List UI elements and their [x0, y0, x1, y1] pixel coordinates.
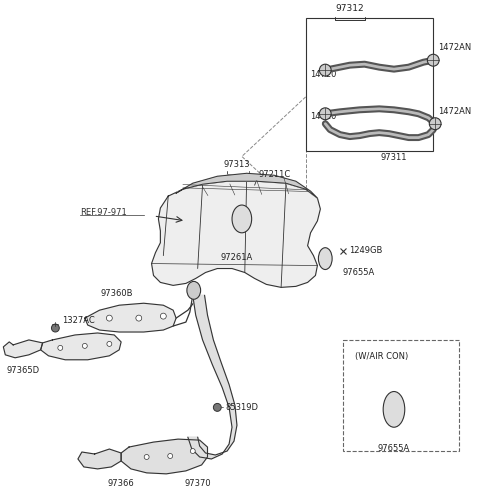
Text: 97313: 97313 — [224, 160, 250, 169]
Polygon shape — [78, 449, 121, 469]
Ellipse shape — [319, 108, 331, 120]
Text: 97312: 97312 — [336, 4, 364, 13]
Text: 14720: 14720 — [311, 112, 337, 121]
Ellipse shape — [214, 403, 221, 411]
Text: 1472AN: 1472AN — [438, 43, 471, 52]
Polygon shape — [85, 303, 176, 332]
Text: 1249GB: 1249GB — [349, 246, 382, 255]
Ellipse shape — [58, 345, 63, 350]
Ellipse shape — [429, 118, 441, 130]
Text: 97655A: 97655A — [343, 268, 375, 277]
Ellipse shape — [136, 315, 142, 321]
Polygon shape — [152, 181, 320, 287]
Polygon shape — [3, 340, 43, 358]
Polygon shape — [41, 333, 121, 360]
Ellipse shape — [51, 324, 60, 332]
Ellipse shape — [187, 281, 201, 299]
Text: 85319D: 85319D — [225, 403, 258, 412]
Ellipse shape — [168, 454, 173, 459]
Text: 97311: 97311 — [381, 153, 407, 162]
Ellipse shape — [232, 205, 252, 233]
Text: 1327AC: 1327AC — [62, 316, 95, 325]
Ellipse shape — [383, 392, 405, 427]
Ellipse shape — [107, 315, 112, 321]
Bar — [343, 340, 459, 451]
Ellipse shape — [107, 341, 112, 346]
Text: 97370: 97370 — [184, 479, 211, 488]
Ellipse shape — [83, 343, 87, 348]
Text: 97365D: 97365D — [6, 366, 39, 375]
Ellipse shape — [318, 247, 332, 270]
Ellipse shape — [160, 313, 166, 319]
Ellipse shape — [427, 54, 439, 66]
Polygon shape — [176, 173, 317, 198]
Bar — [306, 18, 433, 152]
Text: 97261A: 97261A — [221, 253, 253, 262]
Ellipse shape — [319, 64, 331, 76]
Ellipse shape — [144, 455, 149, 460]
Text: 97366: 97366 — [108, 479, 134, 488]
Text: 14720: 14720 — [311, 70, 337, 79]
Ellipse shape — [190, 449, 195, 454]
Polygon shape — [121, 439, 207, 474]
Text: (W/AIR CON): (W/AIR CON) — [355, 352, 408, 361]
Text: REF.97-971: REF.97-971 — [80, 209, 127, 217]
Text: 1472AN: 1472AN — [438, 107, 471, 116]
Text: 97655A: 97655A — [378, 444, 410, 453]
Polygon shape — [188, 295, 237, 459]
Text: 97360B: 97360B — [101, 289, 133, 298]
Text: 97211C: 97211C — [259, 170, 291, 179]
